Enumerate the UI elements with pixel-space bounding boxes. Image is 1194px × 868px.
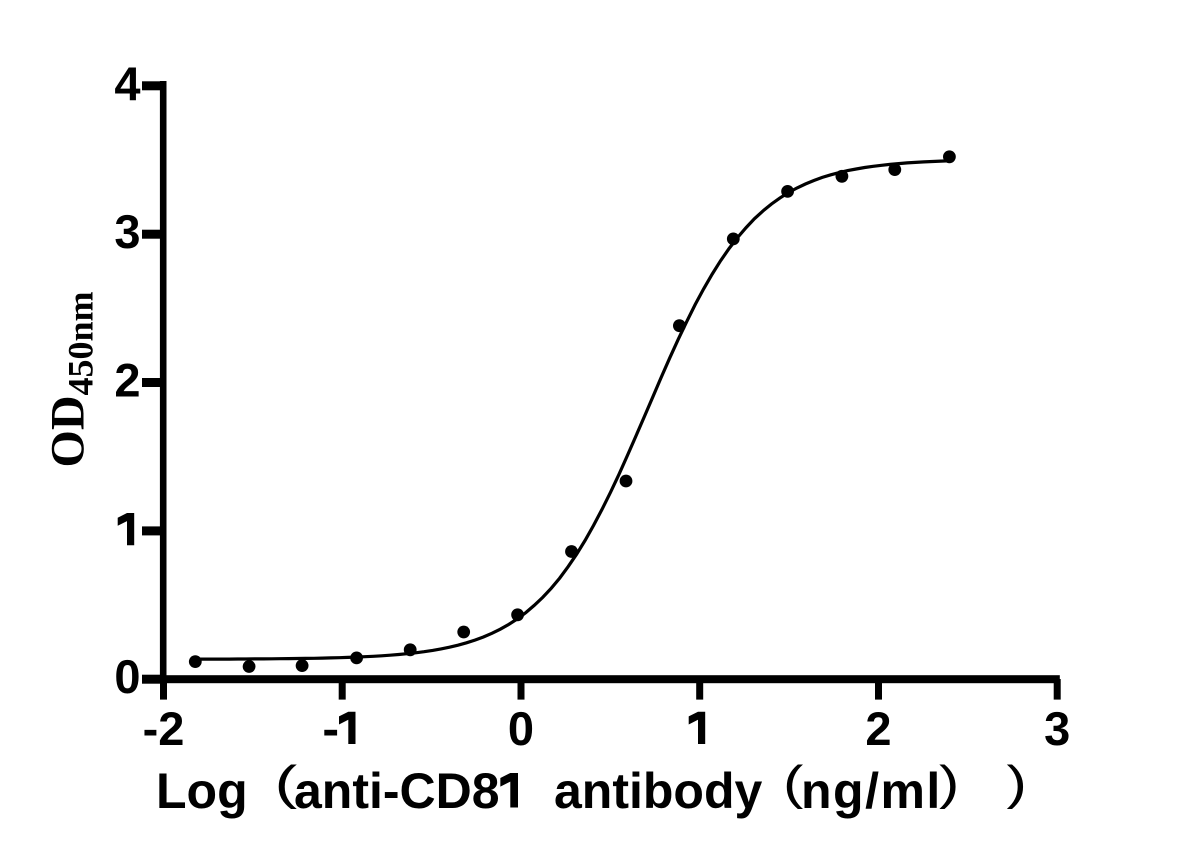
svg-text:Log: Log [156,763,248,819]
svg-text:(: ( [783,757,803,810]
svg-text:0: 0 [508,702,534,755]
svg-text:3: 3 [114,205,140,258]
svg-text:(: ( [275,757,298,809]
svg-text:-2: -2 [143,702,185,755]
svg-text:ng/ml: ng/ml [801,763,942,819]
svg-text:anti-CD8: anti-CD8 [294,763,500,819]
svg-text:): ) [1007,757,1027,810]
svg-text:3: 3 [1044,702,1070,755]
svg-text:): ) [939,757,959,810]
svg-text:4: 4 [114,57,140,110]
svg-text:OD450nm: OD450nm [42,291,101,467]
svg-text:2: 2 [114,354,140,407]
svg-text:2: 2 [865,702,891,755]
svg-text:0: 0 [114,650,140,703]
svg-text:antibody: antibody [554,763,763,819]
